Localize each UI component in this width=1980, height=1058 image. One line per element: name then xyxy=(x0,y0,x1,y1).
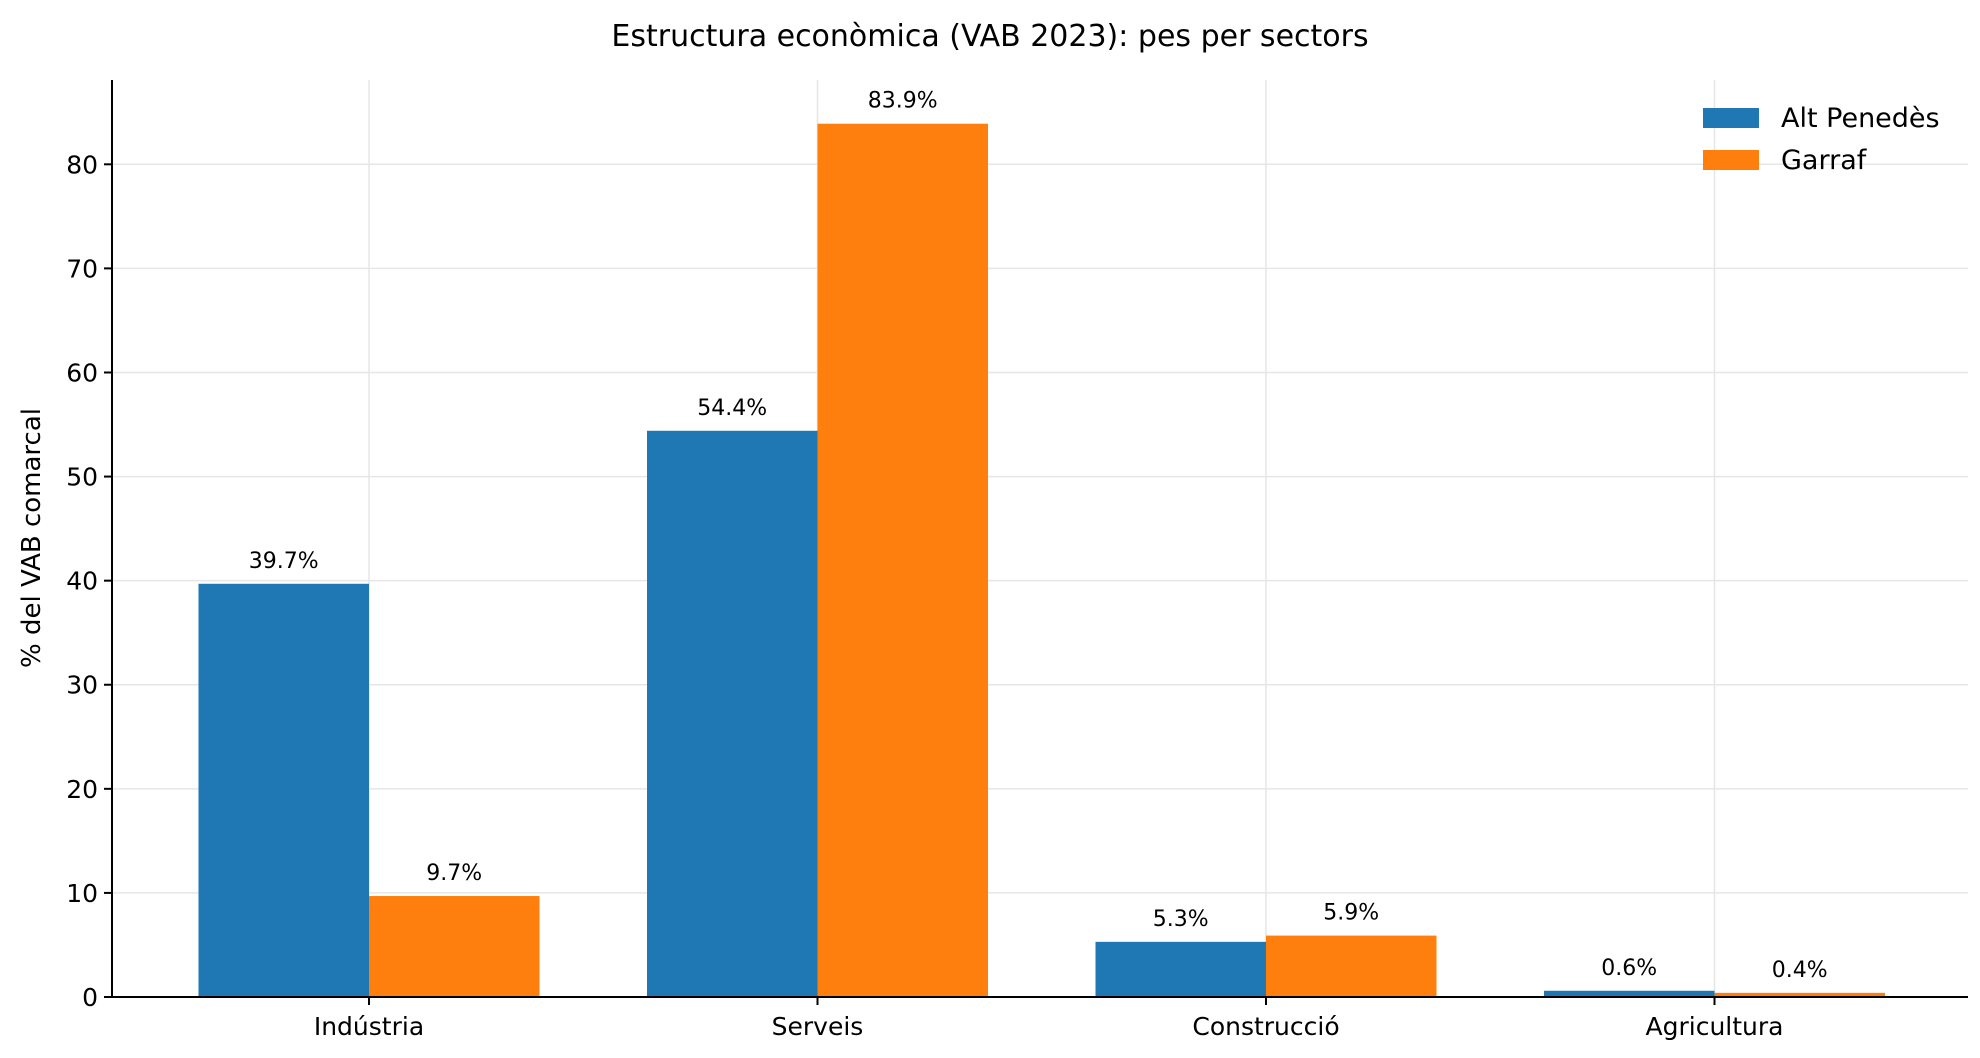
y-tick-label: 50 xyxy=(66,463,98,492)
y-tick-label: 80 xyxy=(66,150,98,179)
legend-swatch xyxy=(1703,150,1759,170)
bar-value-label: 0.6% xyxy=(1601,956,1657,981)
data-labels: 39.7% 54.4% 5.3% 0.6% 9.7% 83.9% 5.9% 0.4% xyxy=(249,89,1828,983)
y-tick-label: 70 xyxy=(66,254,98,283)
x-tick-label: Agricultura xyxy=(1646,1012,1784,1041)
y-tick-label: 40 xyxy=(66,567,98,596)
bar-value-label: 5.9% xyxy=(1323,901,1379,926)
bar-value-label: 54.4% xyxy=(697,396,767,421)
bar-series-2 xyxy=(817,123,988,997)
bar-series-1 xyxy=(198,583,369,997)
bar-value-label: 83.9% xyxy=(868,89,938,114)
bar-value-label: 0.4% xyxy=(1772,958,1828,983)
bar-series-1 xyxy=(647,430,818,997)
bar-series-2 xyxy=(1266,935,1437,997)
legend-swatch xyxy=(1703,108,1759,128)
x-tick-label: Indústria xyxy=(314,1012,424,1041)
y-axis-label: % del VAB comarcal xyxy=(17,408,47,668)
bar-value-label: 5.3% xyxy=(1153,907,1209,932)
bars xyxy=(198,123,1885,997)
legend: Alt Penedès Garraf xyxy=(1703,103,1940,176)
bar-value-label: 9.7% xyxy=(426,861,482,886)
x-tick-label: Serveis xyxy=(772,1012,864,1041)
x-tick-label: Construcció xyxy=(1192,1012,1339,1041)
legend-label: Alt Penedès xyxy=(1781,103,1940,134)
bar-series-2 xyxy=(369,896,540,997)
bar-series-1 xyxy=(1095,941,1266,997)
chart-title: Estructura econòmica (VAB 2023): pes per… xyxy=(611,19,1368,54)
bar-value-label: 39.7% xyxy=(249,549,319,574)
y-tick-label: 60 xyxy=(66,358,98,387)
bar-series-1 xyxy=(1544,990,1715,997)
y-tick-label: 0 xyxy=(82,983,98,1012)
y-tick-label: 10 xyxy=(66,879,98,908)
axes: 0 10 20 30 40 50 60 70 80 Indústria Serveis Constru… xyxy=(66,80,1968,1041)
legend-label: Garraf xyxy=(1781,145,1868,176)
grid xyxy=(112,80,1968,998)
y-tick-label: 30 xyxy=(66,671,98,700)
y-tick-label: 20 xyxy=(66,775,98,804)
bar-series-2 xyxy=(1714,992,1885,997)
